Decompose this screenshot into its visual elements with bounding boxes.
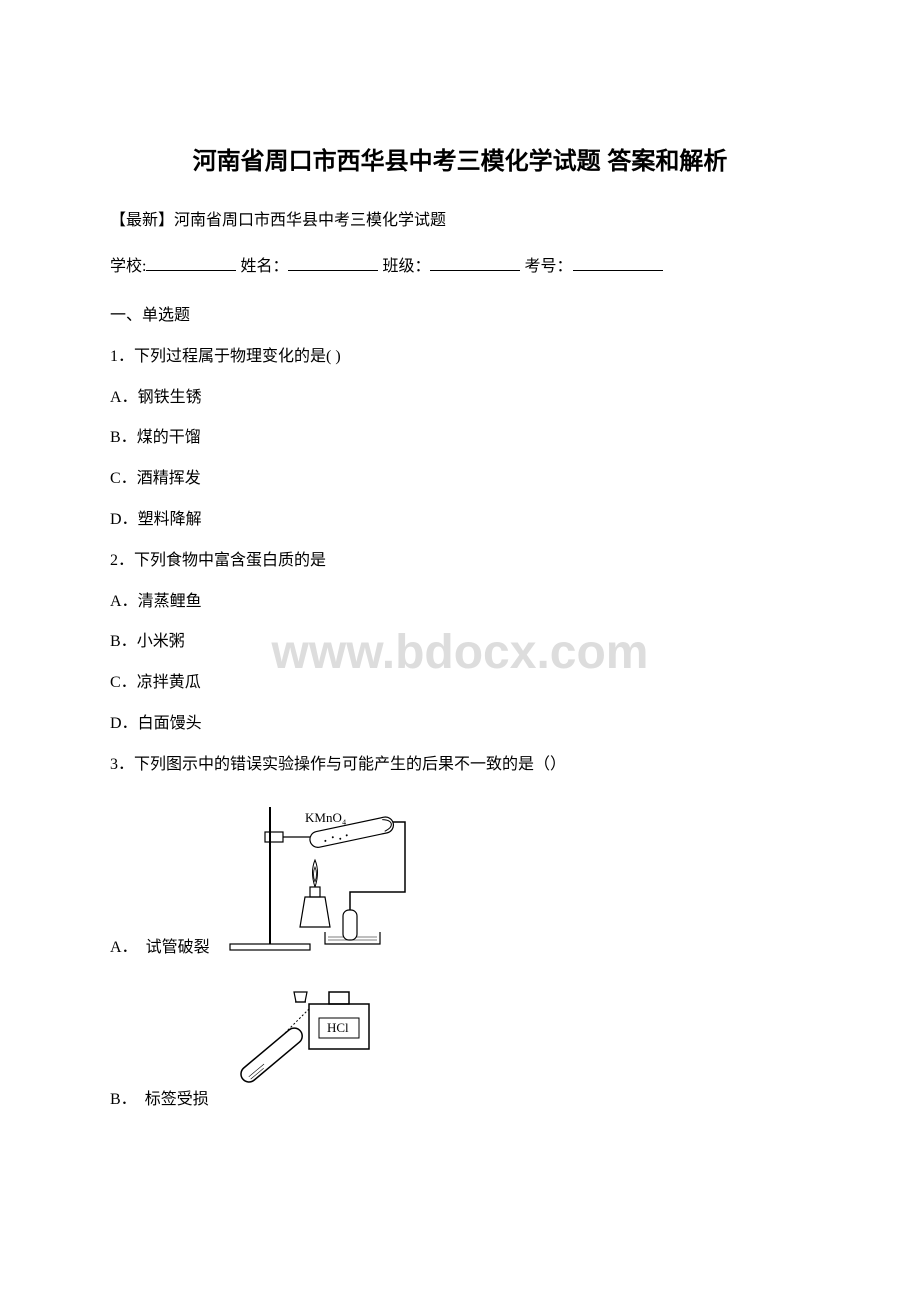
document-content: 河南省周口市西华县中考三模化学试题 答案和解析 【最新】河南省周口市西华县中考三… (110, 140, 810, 1115)
diagram-b-label: HCl (327, 1020, 349, 1035)
question-2-option-c: C．凉拌黄瓜 (110, 669, 810, 698)
option-text: 塑料降解 (138, 511, 202, 528)
option-text: 标签受损 (145, 1086, 209, 1115)
diagram-b: HCl (209, 974, 389, 1115)
question-2-number: 2． (110, 552, 134, 569)
question-3: 3．下列图示中的错误实验操作与可能产生的后果不一致的是（） (110, 751, 810, 780)
option-label: B． (110, 1086, 137, 1115)
question-2-text: 下列食物中富含蛋白质的是 (134, 552, 326, 569)
question-2-option-b: B．小米粥 (110, 628, 810, 657)
question-1-text: 下列过程属于物理变化的是( ) (134, 348, 341, 365)
question-3-option-a: A． 试管破裂 (110, 792, 810, 963)
question-2: 2．下列食物中富含蛋白质的是 (110, 547, 810, 576)
form-name-field[interactable] (288, 252, 378, 271)
question-1-option-d: D．塑料降解 (110, 506, 810, 535)
form-line: 学校: 姓名： 班级： 考号： (110, 252, 810, 282)
question-3-text: 下列图示中的错误实验操作与可能产生的后果不一致的是（） (134, 756, 566, 773)
option-text: 试管破裂 (146, 934, 210, 963)
option-label: A． (110, 593, 138, 610)
option-label: D． (110, 715, 138, 732)
question-3-number: 3． (110, 756, 134, 773)
option-text: 清蒸鲤鱼 (138, 593, 202, 610)
form-class-label: 班级： (382, 258, 430, 275)
option-text: 白面馒头 (138, 715, 202, 732)
form-examno-label: 考号： (524, 258, 572, 275)
option-text: 小米粥 (137, 633, 185, 650)
question-1: 1．下列过程属于物理变化的是( ) (110, 343, 810, 372)
diagram-a: KMnO₄ (210, 792, 420, 963)
option-text: 酒精挥发 (137, 470, 201, 487)
form-examno-field[interactable] (573, 252, 663, 271)
question-1-option-b: B．煤的干馏 (110, 424, 810, 453)
option-label: A． (110, 934, 138, 963)
option-label: C． (110, 674, 137, 691)
burner-icon (300, 860, 330, 927)
subtitle: 【最新】河南省周口市西华县中考三模化学试题 (110, 207, 810, 236)
question-2-option-a: A．清蒸鲤鱼 (110, 588, 810, 617)
question-3-option-b: B． 标签受损 HCl (110, 974, 810, 1115)
form-name-label: 姓名： (240, 258, 288, 275)
diagram-a-label: KMnO₄ (305, 810, 347, 825)
option-label: B． (110, 633, 137, 650)
option-text: 凉拌黄瓜 (137, 674, 201, 691)
page-title: 河南省周口市西华县中考三模化学试题 答案和解析 (110, 140, 810, 183)
question-1-number: 1． (110, 348, 134, 365)
option-label: B． (110, 429, 137, 446)
question-2-option-d: D．白面馒头 (110, 710, 810, 739)
option-label: A． (110, 389, 138, 406)
form-school-field[interactable] (146, 252, 236, 271)
option-label: D． (110, 511, 138, 528)
option-text: 煤的干馏 (137, 429, 201, 446)
option-text: 钢铁生锈 (138, 389, 202, 406)
form-class-field[interactable] (430, 252, 520, 271)
question-1-option-c: C．酒精挥发 (110, 465, 810, 494)
option-label: C． (110, 470, 137, 487)
form-school-label: 学校: (110, 258, 146, 275)
section-header: 一、单选题 (110, 302, 810, 331)
question-1-option-a: A．钢铁生锈 (110, 384, 810, 413)
